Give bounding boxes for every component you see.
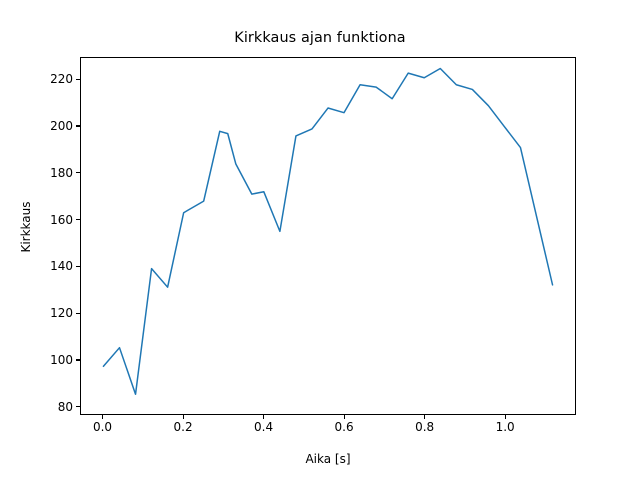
x-tick-mark xyxy=(424,415,426,419)
x-tick-mark xyxy=(182,415,184,419)
plot-area xyxy=(80,57,576,415)
y-tick-mark xyxy=(76,125,80,127)
x-tick-mark xyxy=(343,415,345,419)
y-tick-mark xyxy=(76,219,80,221)
x-tick-label: 1.0 xyxy=(495,420,515,434)
y-tick-mark xyxy=(76,265,80,267)
y-tick-label: 120 xyxy=(50,306,73,321)
x-tick-mark xyxy=(101,415,104,419)
y-tick-mark xyxy=(76,78,80,80)
data-line-svg xyxy=(81,58,575,414)
y-tick-label: 220 xyxy=(50,72,73,87)
x-tick-mark xyxy=(504,415,506,419)
x-axis-label: Aika [s] xyxy=(305,452,351,466)
data-series-line xyxy=(103,68,552,394)
y-tick-label: 100 xyxy=(50,353,73,367)
y-tick-label: 80 xyxy=(57,399,73,414)
x-tick-label: 0.8 xyxy=(415,420,435,434)
y-tick-label: 180 xyxy=(50,165,73,180)
y-tick-label: 160 xyxy=(50,212,73,227)
y-tick-mark xyxy=(76,312,80,314)
chart-title: Kirkkaus ajan funktiona xyxy=(234,30,406,46)
y-tick-mark xyxy=(76,359,80,361)
y-tick-mark xyxy=(76,172,80,174)
x-tick-label: 0.2 xyxy=(173,420,193,434)
y-axis-tick-labels: 80 100 120 140 160 180 200 220 xyxy=(7,0,73,480)
x-tick-label: 0.4 xyxy=(254,420,274,434)
y-tick-label: 140 xyxy=(50,259,73,274)
x-tick-label: 0.0 xyxy=(92,420,113,434)
x-tick-label: 0.6 xyxy=(334,420,354,434)
y-tick-mark xyxy=(76,406,80,408)
x-tick-mark xyxy=(263,415,265,419)
y-tick-label: 200 xyxy=(50,119,73,134)
